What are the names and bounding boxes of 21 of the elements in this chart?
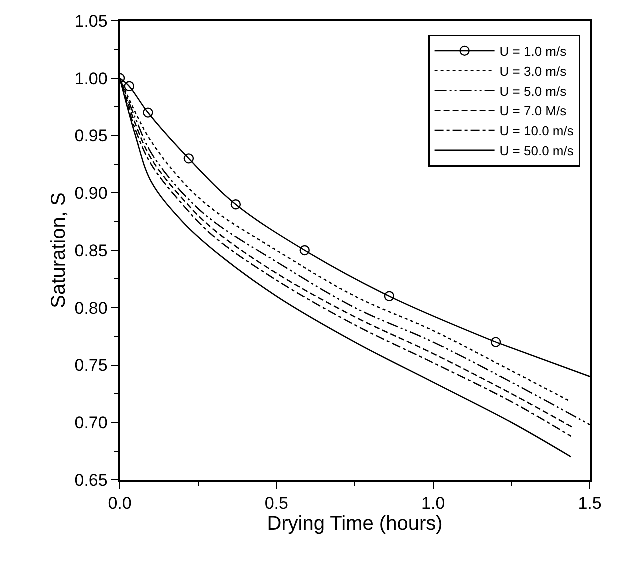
legend-label: U = 7.0 M/s [500, 104, 568, 119]
y-tick-label: 0.85 [74, 241, 108, 260]
y-axis-title: Saturation, S [48, 192, 70, 308]
y-tick-label: 1.05 [74, 12, 108, 31]
legend-label: U = 3.0 m/s [500, 64, 568, 79]
legend-label: U = 50.0 m/s [500, 143, 574, 158]
y-tick-label: 0.80 [74, 298, 108, 318]
x-tick-label: 1.5 [578, 494, 602, 514]
x-tick-label: 0.5 [264, 494, 288, 514]
legend-label: U = 5.0 m/s [500, 84, 568, 99]
y-tick-label: 1.00 [74, 69, 108, 88]
x-tick-label: 1.0 [422, 494, 446, 514]
y-tick-label: 0.95 [74, 126, 108, 146]
x-axis-title: Drying Time (hours) [267, 513, 443, 536]
legend-label: U = 10.0 m/s [500, 124, 574, 139]
x-tick-label: 0.0 [108, 494, 132, 514]
y-tick-label: 0.75 [74, 356, 108, 376]
y-tick-label: 0.65 [74, 470, 108, 490]
y-tick-label: 0.90 [74, 184, 108, 204]
y-tick-label: 0.70 [74, 414, 108, 433]
legend-label: U = 1.0 m/s [500, 44, 568, 59]
